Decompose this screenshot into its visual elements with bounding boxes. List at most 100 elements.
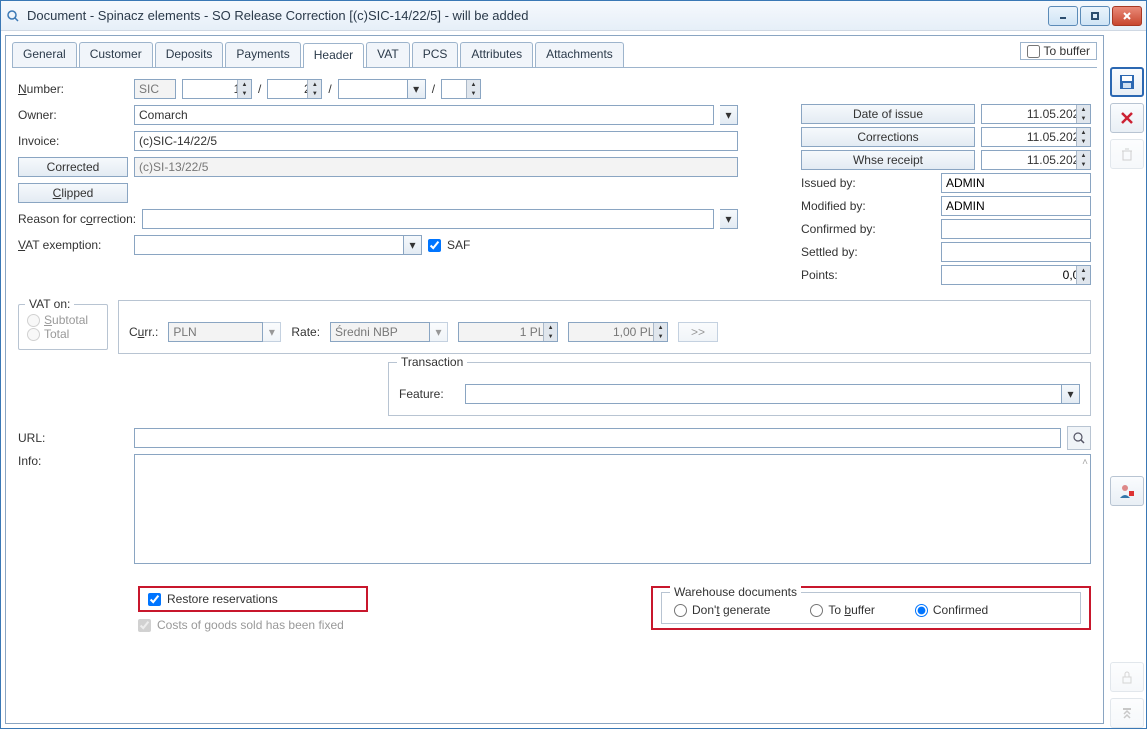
rate-go-button: >> <box>678 322 718 342</box>
maximize-button[interactable] <box>1080 6 1110 26</box>
invoice-input[interactable] <box>134 131 738 151</box>
spin-down[interactable]: ▼ <box>307 89 321 98</box>
save-button[interactable] <box>1110 67 1144 97</box>
rate-label: Rate: <box>291 325 320 339</box>
tab-bar: General Customer Deposits Payments Heade… <box>12 42 1097 68</box>
confirmed-by-value[interactable] <box>941 219 1091 239</box>
settled-by-label: Settled by: <box>801 245 935 259</box>
corrections-value[interactable] <box>981 127 1091 147</box>
spin-up[interactable]: ▲ <box>307 80 321 89</box>
cancel-button[interactable] <box>1110 103 1144 133</box>
whse-receipt-button[interactable]: Whse receipt <box>801 150 975 170</box>
url-browse-button[interactable] <box>1067 426 1091 450</box>
owner-dropdown-icon[interactable]: ▾ <box>720 105 738 125</box>
issued-by-label: Issued by: <box>801 176 935 190</box>
side-toolbar <box>1108 31 1146 728</box>
tab-attributes[interactable]: Attributes <box>460 42 533 67</box>
warehouse-highlight: Warehouse documents Don't generate To bu… <box>651 586 1091 630</box>
curr-dropdown-icon: ▾ <box>263 322 281 342</box>
confirmed-by-label: Confirmed by: <box>801 222 935 236</box>
invoice-label: Invoice: <box>18 134 128 148</box>
owner-label: Owner: <box>18 108 128 122</box>
spin-down[interactable]: ▼ <box>237 89 251 98</box>
corrected-value <box>134 157 738 177</box>
wh-dont-generate[interactable]: Don't generate <box>674 603 770 617</box>
spin-up[interactable]: ▲ <box>237 80 251 89</box>
owner-input[interactable] <box>134 105 714 125</box>
vat-exemption-input[interactable] <box>134 235 404 255</box>
saf-checkbox[interactable]: SAF <box>428 238 470 252</box>
transaction-legend: Transaction <box>397 355 467 369</box>
info-label: Info: <box>18 454 128 468</box>
issued-by-value[interactable] <box>941 173 1091 193</box>
feature-label: Feature: <box>399 387 459 401</box>
vat-on-legend: VAT on: <box>25 297 74 311</box>
vat-on-total: Total <box>27 327 99 341</box>
window-title: Document - Spinacz elements - SO Release… <box>27 8 1048 23</box>
minimize-button[interactable] <box>1048 6 1078 26</box>
dropdown-icon[interactable]: ▾ <box>408 79 426 99</box>
cogs-input <box>138 619 151 632</box>
reason-label: Reason for correction: <box>18 212 136 226</box>
reason-input[interactable] <box>142 209 714 229</box>
corrected-button[interactable]: Corrected <box>18 157 128 177</box>
tab-deposits[interactable]: Deposits <box>155 42 224 67</box>
number-prefix <box>134 79 176 99</box>
warehouse-legend: Warehouse documents <box>670 585 801 599</box>
warehouse-docs-group: Warehouse documents Don't generate To bu… <box>661 592 1081 624</box>
to-buffer-checkbox[interactable]: To buffer <box>1020 42 1097 60</box>
to-buffer-label: To buffer <box>1044 44 1090 58</box>
date-of-issue-button[interactable]: Date of issue <box>801 104 975 124</box>
tab-payments[interactable]: Payments <box>225 42 300 67</box>
lock-button <box>1110 662 1144 692</box>
tab-customer[interactable]: Customer <box>79 42 153 67</box>
rate-type <box>330 322 430 342</box>
restore-highlight: Restore reservations <box>138 586 368 612</box>
separator: / <box>432 82 435 96</box>
saf-input[interactable] <box>428 239 441 252</box>
restore-input[interactable] <box>148 593 161 606</box>
scroll-up-icon[interactable]: ˄ <box>1082 457 1088 468</box>
modified-by-label: Modified by: <box>801 199 935 213</box>
spin-up[interactable]: ▲ <box>466 80 480 89</box>
info-textarea[interactable]: ˄ <box>134 454 1091 564</box>
whse-receipt-value[interactable] <box>981 150 1091 170</box>
settled-by-value[interactable] <box>941 242 1091 262</box>
tab-vat[interactable]: VAT <box>366 42 410 67</box>
corrections-button[interactable]: Corrections <box>801 127 975 147</box>
user-button[interactable] <box>1110 476 1144 506</box>
trash-button <box>1110 139 1144 169</box>
url-input[interactable] <box>134 428 1061 448</box>
vat-on-subtotal: Subtotal <box>27 313 99 327</box>
number-row: Number: ▲▼ / ▲▼ / ▾ / ▲▼ <box>18 78 1091 100</box>
restore-checkbox[interactable]: Restore reservations <box>148 592 358 606</box>
app-icon <box>5 8 21 24</box>
wh-confirmed[interactable]: Confirmed <box>915 603 988 617</box>
date-of-issue-value[interactable] <box>981 104 1091 124</box>
modified-by-value[interactable] <box>941 196 1091 216</box>
tab-general[interactable]: General <box>12 42 77 67</box>
feature-dropdown-icon[interactable]: ▾ <box>1062 384 1080 404</box>
rate-dropdown-icon: ▾ <box>430 322 448 342</box>
clipped-button[interactable]: Clipped <box>18 183 128 203</box>
vat-on-group: VAT on: Subtotal Total <box>18 304 108 350</box>
tab-pcs[interactable]: PCS <box>412 42 459 67</box>
separator: / <box>328 82 331 96</box>
points-value[interactable] <box>941 265 1091 285</box>
spin-down[interactable]: ▼ <box>466 89 480 98</box>
vat-exemption-dropdown-icon[interactable]: ▾ <box>404 235 422 255</box>
tab-attachments[interactable]: Attachments <box>535 42 624 67</box>
cogs-checkbox: Costs of goods sold has been fixed <box>138 618 368 632</box>
curr-label: Curr.: <box>129 325 158 339</box>
right-panel: Date of issue▲▼ Corrections▲▼ Whse recei… <box>801 104 1091 285</box>
reason-dropdown-icon[interactable]: ▾ <box>720 209 738 229</box>
number-seg3[interactable] <box>338 79 408 99</box>
tab-header[interactable]: Header <box>303 43 364 68</box>
close-button[interactable] <box>1112 6 1142 26</box>
titlebar: Document - Spinacz elements - SO Release… <box>1 1 1146 31</box>
feature-input[interactable] <box>465 384 1062 404</box>
window: Document - Spinacz elements - SO Release… <box>0 0 1147 729</box>
wh-to-buffer[interactable]: To buffer <box>810 603 875 617</box>
to-buffer-input[interactable] <box>1027 45 1040 58</box>
curr-value <box>168 322 263 342</box>
